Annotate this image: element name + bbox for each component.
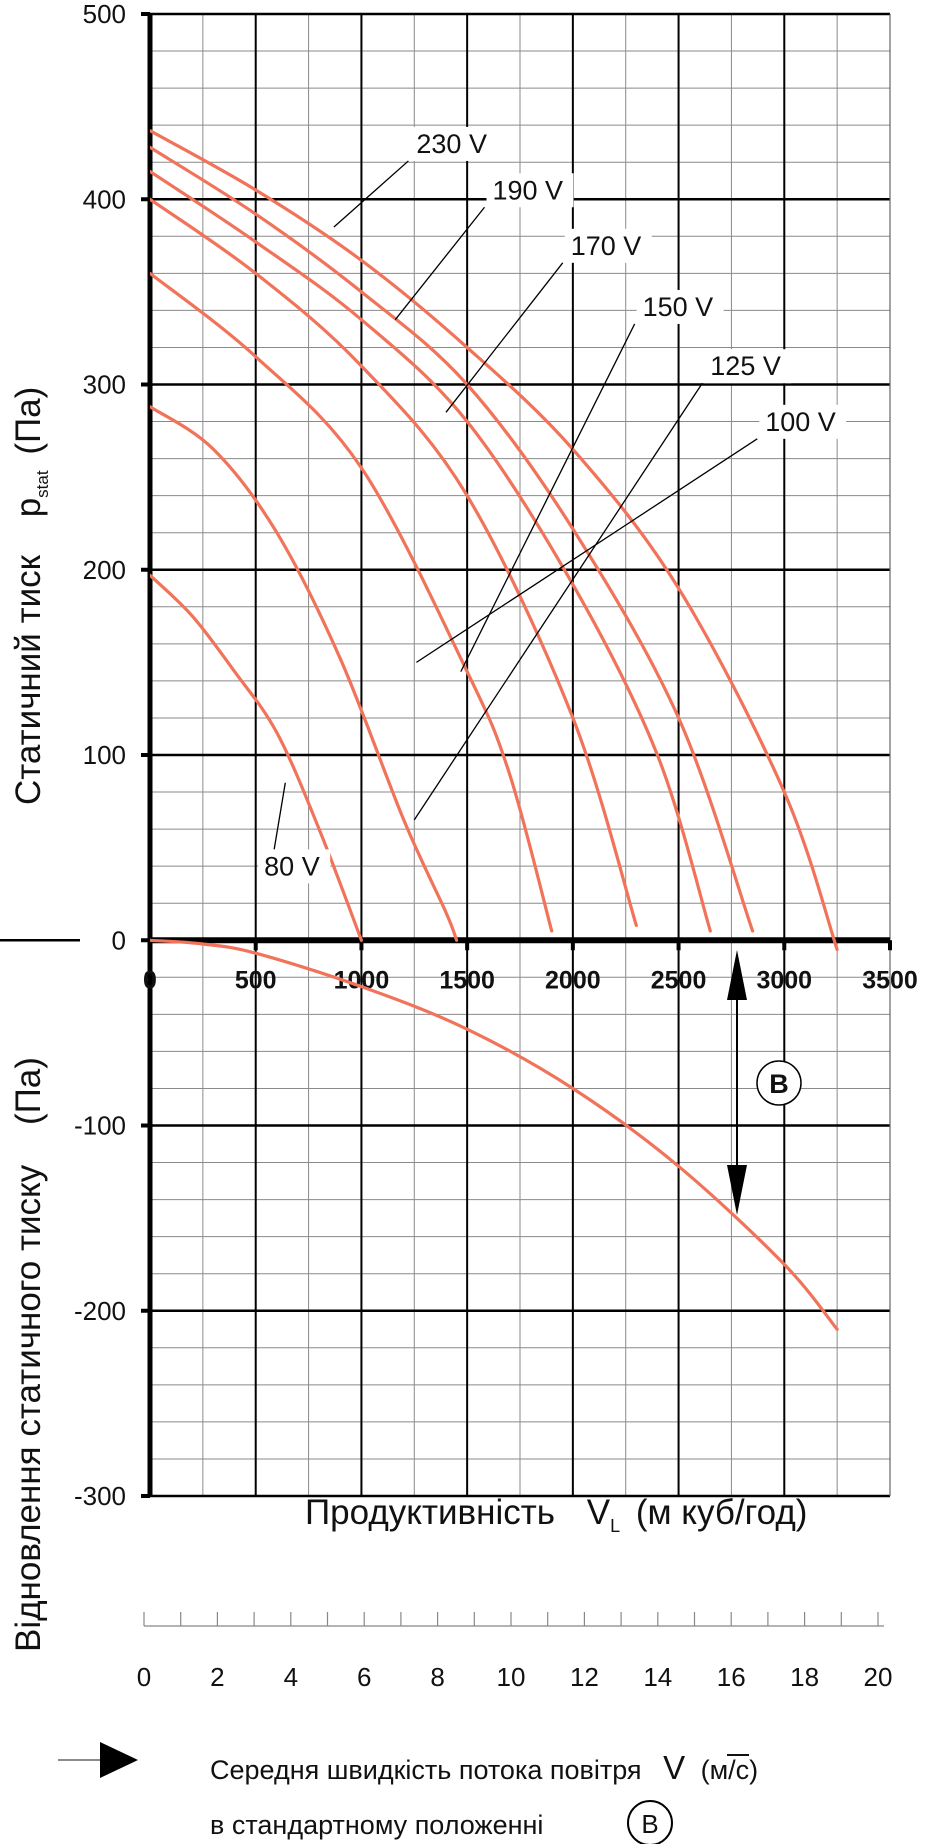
y-axis-bottom-units: (Па) [9,1057,48,1125]
leader-line [394,206,486,321]
y-tick-label: 300 [83,370,126,400]
velocity-scale: 0 2 4 6 8 10 12 14 16 18 20 [137,1612,893,1692]
velocity-tick-label: 0 [137,1662,151,1692]
x-tick-label: 2500 [651,966,707,994]
series-label: 150 V [643,292,714,322]
series-label-bg [410,126,498,161]
velocity-tick-label: 2 [210,1662,224,1692]
y-tick-label: -100 [74,1111,126,1141]
legend-velocity-units: (м/с) [701,1755,759,1785]
b-annotation: B [727,950,802,1215]
y-axis-bottom-title-text: Відновлення статичного тиску [9,1164,48,1652]
velocity-tick-label: 18 [790,1662,819,1692]
legend: Середня швидкість потока повітря V (м/с)… [58,1742,758,1844]
legend-arrow-head [100,1742,138,1778]
y-tick-label: 0 [112,925,126,955]
series-line-150v [150,197,638,927]
leader-line [445,262,564,413]
series-line-125v [150,271,554,933]
y-axis-top-symbol: p [9,498,48,517]
velocity-tick-label: 6 [357,1662,371,1692]
velocity-tick-label: 10 [497,1662,526,1692]
series-label: 190 V [493,175,564,205]
series-line-190v [150,145,755,933]
b-arrow-up-head [727,950,747,1000]
velocity-tick-label: 20 [864,1662,893,1692]
series-label: 80 V [264,851,320,881]
series-label-bg [564,228,652,263]
b-arrow-down-head [727,1165,747,1215]
leader-line [416,438,758,663]
y-tick-label: 200 [83,555,126,585]
label-leader-lines [273,160,758,850]
x-axis-symbol: V [587,1493,611,1532]
legend-b-label: B [641,1809,658,1839]
x-tick-label: 2000 [545,966,601,994]
y-axis-top-title: Статичний тиск pstat (Па) [9,387,56,805]
legend-line1-text: Середня швидкість потока повітря [210,1755,642,1785]
series-label-bg [759,404,847,439]
velocity-tick-label: 8 [430,1662,444,1692]
legend-velocity-symbol: V [663,1749,685,1786]
x-tick-label: 500 [235,966,277,994]
x-axis-title: Продуктивність VL (м куб/год) [305,1493,807,1540]
series-line-100v [150,405,459,942]
b-marker-circle [756,1060,802,1106]
axes [0,12,892,1498]
x-axis-units: (м куб/год) [636,1493,808,1532]
y-axis-top-units: (Па) [9,387,48,455]
minor-gridlines [150,14,890,1496]
major-gridlines [150,12,891,1498]
velocity-tick-label: 4 [284,1662,298,1692]
y-tick-label: -300 [74,1481,126,1511]
y-axis-top-symbol-sub: stat [33,470,52,498]
velocity-tick-label: 12 [570,1662,599,1692]
series-line-recovery [150,938,839,1331]
velocity-tick-label: 14 [643,1662,672,1692]
leader-line [333,160,409,228]
x-tick-label: 1500 [439,966,495,994]
series-label: 125 V [710,351,781,381]
legend-line2: в стандартному положенні [210,1810,543,1840]
y-axis-bottom-title: Відновлення статичного тиску (Па) [9,1057,48,1652]
x-axis-title-text: Продуктивність [305,1493,555,1532]
series-label: 170 V [571,231,642,261]
x-tick-label: 3500 [862,966,918,994]
x-axis-symbol-sub: L [610,1516,620,1536]
y-tick-label: 400 [83,184,126,214]
y-axis-top-title-text: Статичний тиск [9,554,48,805]
series-label: 230 V [416,129,487,159]
leader-line [273,782,286,850]
series-label-bg [258,849,331,884]
x-tick-label: 0 [143,966,157,994]
velocity-tick-label: 16 [717,1662,746,1692]
x-tick-label: 3000 [756,966,812,994]
series-line-170v [150,169,712,933]
y-tick-label: 100 [83,740,126,770]
legend-b-circle [627,1800,673,1844]
series-line-230v [150,129,839,952]
y-tick-label: 500 [83,0,126,29]
legend-line1: Середня швидкість потока повітря V (м/с) [210,1749,758,1786]
y-tick-label: -200 [74,1296,126,1326]
leader-line [460,323,636,672]
series-label-bg [636,289,724,324]
b-marker-label: B [769,1069,789,1099]
series-label-bg [704,349,792,384]
series-label-bg [486,173,574,208]
series-label: 100 V [765,407,836,437]
leader-line [413,382,703,821]
